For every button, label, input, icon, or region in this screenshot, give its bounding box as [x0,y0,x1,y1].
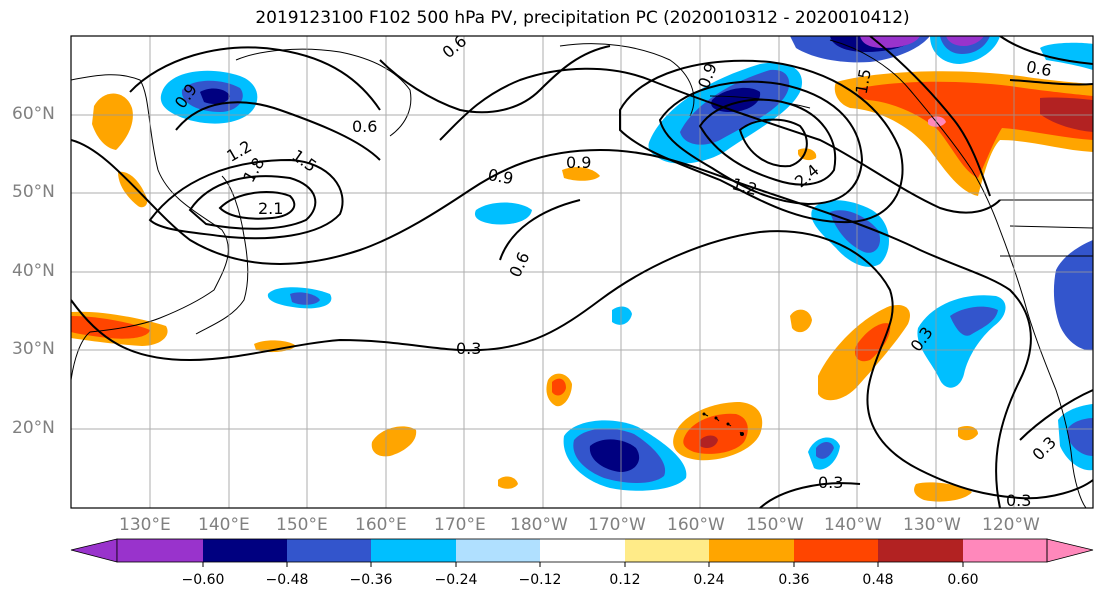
lon-label: 150°W [746,515,804,535]
contour-label: 0.3 [1006,491,1031,510]
colorbar-tick-label: 0.12 [609,572,641,588]
lon-label: 140°W [824,515,882,535]
contour-label: 1.5 [852,67,875,95]
colorbar-tick-label: 0.36 [778,572,810,588]
lon-label: 160°E [355,515,407,535]
pos-anomaly-patch [71,316,150,339]
neg-anomaly-patch [1053,240,1093,351]
colorbar-tick-label: −0.36 [349,572,393,588]
pos-anomaly-patch [118,171,148,208]
pos-anomaly-patch [914,482,972,502]
colorbar-segment [878,539,963,562]
colorbar-tick-label: −0.48 [265,572,309,588]
contour-label: 0.9 [566,153,591,172]
pos-anomaly-patch [928,116,946,127]
pos-anomaly-patch [254,340,296,353]
neg-anomaly-patch [816,442,834,459]
pos-anomaly-patch [858,81,1093,178]
graticule [71,36,1093,508]
pos-anomaly-patch [92,93,133,150]
neg-anomaly-patch [589,439,640,472]
lon-label: 150°E [276,515,328,535]
pv-contours [71,36,1093,508]
contour-label: 0.6 [1025,57,1053,80]
contour-label: 0.6 [352,117,377,136]
pos-anomaly-patch [552,378,566,396]
colorbar-segment [287,539,371,562]
lat-label: 60°N [12,104,55,124]
colorbar-tick-label: −0.60 [181,572,225,588]
lon-label: 170°E [434,515,486,535]
colorbar-min-arrow [70,538,118,563]
contour-label: 0.9 [486,165,514,188]
lon-label: 130°W [903,515,961,535]
lon-label: 160°W [667,515,725,535]
lat-label: 30°N [12,339,55,359]
pos-anomaly-patch [854,323,891,362]
neg-anomaly-patch [612,306,632,325]
neg-anomaly-patch [1068,418,1093,456]
neg-anomaly-patch [830,210,881,253]
colorbar-segment [456,539,540,562]
pos-anomaly-patch [700,435,718,448]
lon-label: 120°W [982,515,1040,535]
colorbar-segment [117,539,203,562]
lat-label: 50°N [12,182,55,202]
map-title: 2019123100 F102 500 hPa PV, precipitatio… [255,8,910,28]
lat-label: 20°N [12,418,55,438]
colorbar-tick-label: −0.24 [434,572,478,588]
lon-label: 170°W [588,515,646,535]
neg-anomaly-patch [290,292,320,305]
colorbar-segment [963,539,1047,562]
neg-anomaly-patch [950,306,998,336]
pos-anomaly-patch [683,413,748,454]
contour-label: 2.1 [258,199,283,218]
colorbar-segment [709,539,794,562]
pos-anomaly-patch [790,309,812,333]
colorbar-tick-label: 0.48 [862,572,894,588]
lon-label: 140°E [198,515,250,535]
colorbar-segment [625,539,709,562]
contour-label: 0.3 [456,339,481,358]
neg-anomaly-patch [711,87,761,112]
neg-anomaly-patch [946,36,984,46]
pos-anomaly-patch [498,476,518,489]
contour-label: 0.3 [818,473,843,492]
pos-anomaly-patch [958,426,978,441]
colorbar-max-arrow [1046,538,1094,563]
colorbar-outline [116,538,1048,563]
hawaii-islands [702,412,744,436]
neg-anomaly-patch [200,88,230,104]
colorbar-tick-label: 0.60 [947,572,979,588]
colorbar-tick-label: 0.24 [693,572,725,588]
pos-anomaly-patch [562,167,600,181]
colorbar-tick-label: −0.12 [518,572,562,588]
colorbar-segment [371,539,456,562]
neg-anomaly-patch [474,202,532,225]
map-frame [70,35,1094,509]
colorbar-segment [203,539,287,562]
pos-anomaly-patch [371,426,417,457]
lon-label: 130°E [119,515,171,535]
colorbar-segment [794,539,878,562]
colorbar-segment [540,539,625,562]
colorbar [70,538,1094,567]
lon-label: 180°W [510,515,568,535]
lat-label: 40°N [12,261,55,281]
